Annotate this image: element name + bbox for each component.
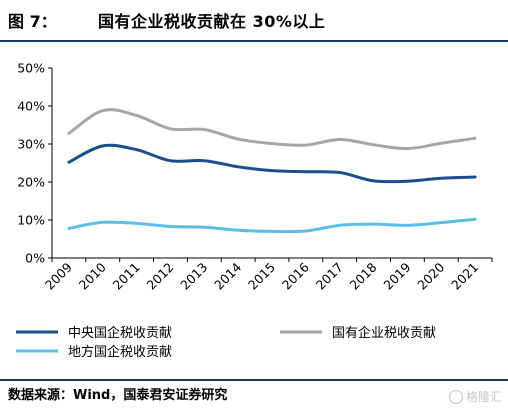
y-tick-label: 30% bbox=[17, 137, 45, 152]
series-line-1 bbox=[67, 108, 477, 151]
x-tick-label: 2017 bbox=[313, 260, 346, 293]
y-tick-label: 50% bbox=[17, 61, 45, 76]
figure-title: 国有企业税收贡献在 30%以上 bbox=[98, 12, 326, 31]
x-tick-label: 2011 bbox=[110, 260, 143, 293]
figure-header: 图 7： 国有企业税收贡献在 30%以上 bbox=[0, 0, 508, 40]
footer-rule bbox=[0, 379, 508, 381]
source-note: 数据来源：Wind，国泰君安证券研究 bbox=[8, 388, 228, 403]
legend-label-2: 地方国企税收贡献 bbox=[68, 344, 172, 360]
x-tick-label: 2010 bbox=[76, 259, 109, 292]
x-tick-label: 2015 bbox=[245, 260, 278, 293]
x-tick-label: 2019 bbox=[380, 259, 413, 292]
x-tick-label: 2016 bbox=[279, 259, 312, 292]
watermark-text: 格隆汇 bbox=[465, 390, 502, 404]
y-tick-label: 40% bbox=[17, 99, 45, 114]
line-chart: 0%10%20%30%40%50%2009 2010 2011 2012 2013 201… bbox=[16, 61, 493, 360]
series-line-0 bbox=[67, 143, 477, 184]
header-rule bbox=[0, 40, 508, 42]
watermark-logo-icon bbox=[448, 389, 463, 404]
y-tick-label: 20% bbox=[17, 175, 45, 190]
x-tick-label: 2013 bbox=[177, 260, 210, 293]
x-tick-label: 2014 bbox=[211, 259, 244, 292]
y-tick-label: 10% bbox=[17, 213, 45, 228]
x-tick-label: 2018 bbox=[347, 259, 380, 292]
x-tick-label: 2020 bbox=[414, 259, 447, 292]
legend-label-0: 中央国企税收贡献 bbox=[68, 325, 172, 341]
series-line-2 bbox=[67, 217, 477, 234]
x-tick-label: 2021 bbox=[448, 260, 481, 293]
x-tick-label: 2012 bbox=[143, 260, 176, 293]
x-tick-label: 2009 bbox=[42, 259, 75, 292]
y-tick-label: 0% bbox=[25, 251, 45, 266]
figure-label: 图 7： bbox=[8, 12, 57, 31]
watermark: 格隆汇 bbox=[448, 388, 502, 405]
legend-label-1: 国有企业税收贡献 bbox=[332, 325, 436, 341]
